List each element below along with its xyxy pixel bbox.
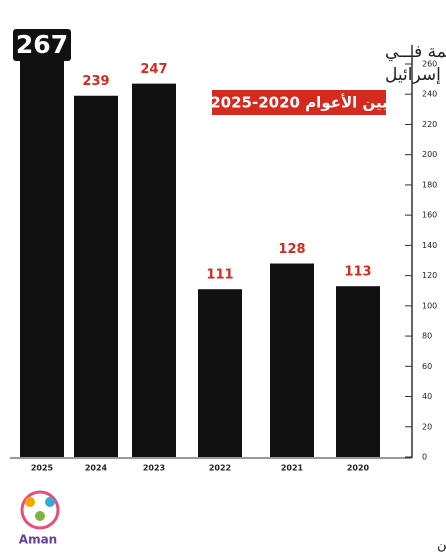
y-tick-label: 0 [422,453,427,462]
bar [20,53,64,458]
logo-dot [45,497,55,507]
y-tick-label: 120 [422,271,437,280]
bar [198,289,242,457]
value-label: 128 [278,242,305,257]
logo-dot [25,497,35,507]
subtitle: بين الأعوام 2020-2025 [210,94,388,112]
value-label-box [13,29,71,61]
value-label: 239 [82,74,109,89]
chart-title: المجتمع العربي في إسرائيل [385,65,446,85]
y-tick-label: 260 [422,60,437,69]
y-tick-label: 140 [422,241,437,250]
x-tick-label: 2020 [347,464,370,473]
y-tick-label: 220 [422,120,437,129]
value-label: 267 [16,30,68,59]
y-tick-label: 160 [422,211,437,220]
y-tick-label: 80 [422,332,432,341]
logo: Aman [19,490,60,547]
bar [74,95,118,457]
y-tick-label: 200 [422,150,437,159]
y-tick-label: 100 [422,301,437,310]
value-label: 113 [344,265,371,280]
logo-ring [20,490,60,530]
bar [336,286,380,457]
x-tick-label: 2021 [281,464,304,473]
chart-title: ضحايا العنف والجريمة فـــي [385,42,446,62]
y-tick-label: 40 [422,392,432,401]
bar [132,83,176,458]
x-tick-label: 2023 [143,464,165,473]
value-label: 111 [206,268,233,283]
value-label: 247 [140,62,167,77]
source: مركز أمان- المركز العربي للمجتمع الآمن [437,536,446,553]
logo-dot [35,511,45,521]
x-tick-label: 2025 [31,464,54,473]
y-tick-label: 60 [422,362,432,371]
x-tick-label: 2022 [209,464,231,473]
bar [270,263,314,457]
x-tick-label: 2024 [85,464,108,473]
y-tick-label: 20 [422,422,432,431]
y-tick-label: 240 [422,90,437,99]
logo-text: Aman [19,533,57,547]
subtitle-box [212,90,386,115]
y-tick-label: 180 [422,180,437,189]
